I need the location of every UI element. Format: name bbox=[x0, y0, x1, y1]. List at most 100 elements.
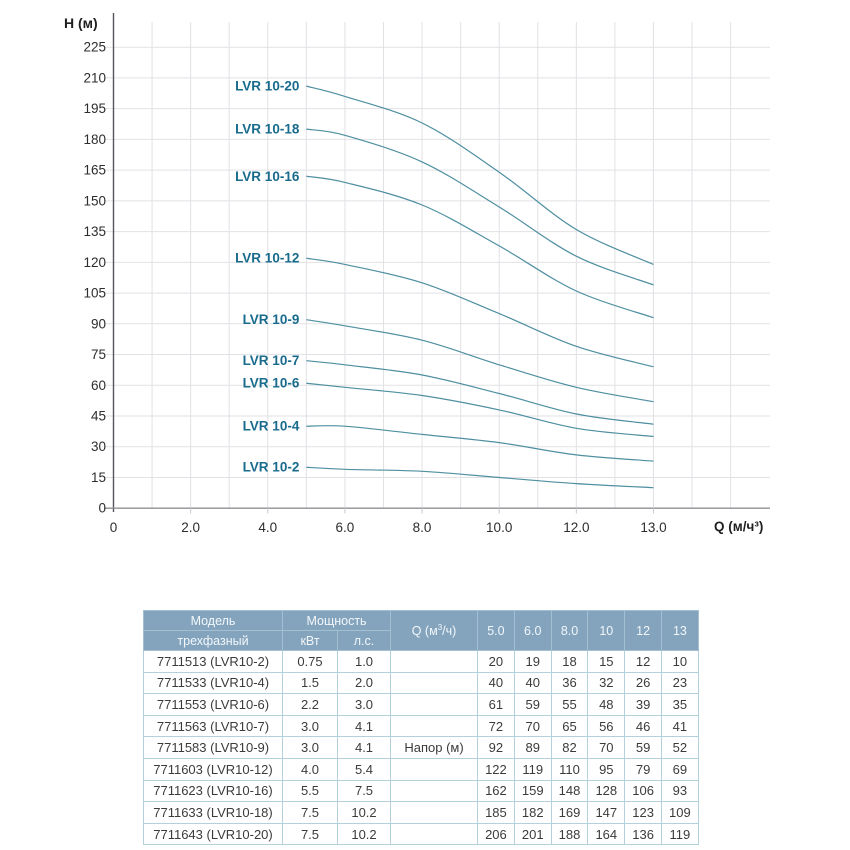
cell-model: 7711603 (LVR10-12) bbox=[143, 757, 283, 781]
cell-head-12: 136 bbox=[624, 822, 662, 846]
table-row: 7711603 (LVR10-12) 4.0 5.4 122 119 110 95 79 69 bbox=[143, 757, 699, 781]
x-axis-title: Q (м/ч³) bbox=[714, 519, 764, 534]
cell-head-8: 188 bbox=[550, 822, 589, 846]
cell-hp: 3.0 bbox=[336, 693, 392, 716]
col-header-phase: трехфазный bbox=[143, 630, 283, 651]
pump-curve bbox=[306, 257, 654, 368]
cell-head-12: 12 bbox=[624, 650, 662, 673]
y-tick-label: 225 bbox=[83, 40, 106, 55]
pump-curve bbox=[306, 319, 654, 403]
cell-kw: 4.0 bbox=[282, 757, 338, 781]
cell-head-6: 40 bbox=[513, 671, 552, 695]
y-tick-label: 105 bbox=[83, 286, 106, 301]
cell-head-6: 70 bbox=[513, 714, 552, 738]
cell-head-13: 93 bbox=[661, 779, 699, 803]
x-tick-label: 13.0 bbox=[640, 520, 666, 535]
cell-head-6: 201 bbox=[513, 822, 552, 846]
cell-head-8: 55 bbox=[550, 693, 589, 716]
cell-model: 7711533 (LVR10-4) bbox=[143, 671, 283, 695]
cell-head-13: 119 bbox=[661, 822, 699, 846]
cell-head-10: 32 bbox=[587, 671, 626, 695]
cell-head-8: 148 bbox=[550, 779, 589, 803]
cell-head-12: 26 bbox=[624, 671, 662, 695]
cell-head-8: 110 bbox=[550, 757, 589, 781]
y-axis-title: H (м) bbox=[64, 15, 98, 31]
cell-model: 7711583 (LVR10-9) bbox=[143, 736, 283, 759]
cell-hp: 2.0 bbox=[336, 671, 392, 695]
x-tick-label: 6.0 bbox=[336, 520, 355, 535]
cell-head-10: 95 bbox=[587, 757, 626, 781]
table-row: 7711643 (LVR10-20) 7.5 10.2 206 201 188 164 136… bbox=[143, 822, 699, 846]
cell-head-13: 35 bbox=[661, 693, 699, 716]
col-header-flow-10: 10 bbox=[587, 610, 626, 651]
cell-head-13: 52 bbox=[661, 736, 699, 759]
y-tick-label: 135 bbox=[83, 224, 106, 239]
cell-head-10: 56 bbox=[587, 714, 626, 738]
superscript-3: 3 bbox=[437, 622, 443, 632]
cell-head-8: 18 bbox=[550, 650, 589, 673]
cell-hp: 10.2 bbox=[336, 801, 392, 824]
x-tick-label: 8.0 bbox=[413, 520, 432, 535]
cell-q-label bbox=[390, 650, 479, 673]
cell-kw: 2.2 bbox=[282, 693, 338, 716]
y-tick-label: 75 bbox=[91, 347, 106, 362]
cell-head-5: 61 bbox=[477, 693, 515, 716]
curve-label: LVR 10-16 bbox=[235, 169, 300, 184]
table-row: 7711513 (LVR10-2) 0.75 1.0 20 19 18 15 12 10 bbox=[143, 650, 699, 673]
col-header-hp: л.с. bbox=[336, 630, 392, 651]
cell-head-13: 23 bbox=[661, 671, 699, 695]
cell-head-5: 185 bbox=[477, 801, 515, 824]
cell-head-12: 59 bbox=[624, 736, 662, 759]
cell-head-8: 65 bbox=[550, 714, 589, 738]
cell-head-6: 19 bbox=[513, 650, 552, 673]
cell-kw: 3.0 bbox=[282, 714, 338, 738]
cell-q-label: Напор (м) bbox=[390, 736, 479, 759]
cell-head-5: 162 bbox=[477, 779, 515, 803]
col-header-flow-q: Q (м3/ч) bbox=[390, 610, 479, 651]
table-row: 7711583 (LVR10-9) 3.0 4.1 Напор (м) 92 89 82 70… bbox=[143, 736, 699, 759]
cell-q-label bbox=[390, 693, 479, 716]
cell-q-label bbox=[390, 801, 479, 824]
col-header-flow-13: 13 bbox=[661, 610, 699, 651]
cell-q-label bbox=[390, 779, 479, 803]
cell-hp: 5.4 bbox=[336, 757, 392, 781]
cell-model: 7711563 (LVR10-7) bbox=[143, 714, 283, 738]
cell-head-10: 15 bbox=[587, 650, 626, 673]
cell-kw: 5.5 bbox=[282, 779, 338, 803]
curve-label: LVR 10-9 bbox=[243, 312, 300, 327]
curve-label: LVR 10-4 bbox=[243, 419, 300, 434]
cell-head-12: 106 bbox=[624, 779, 662, 803]
cell-model: 7711553 (LVR10-6) bbox=[143, 693, 283, 716]
x-tick-label: 12.0 bbox=[563, 520, 589, 535]
cell-head-5: 92 bbox=[477, 736, 515, 759]
y-tick-label: 150 bbox=[83, 193, 106, 208]
col-header-flow-5: 5.0 bbox=[477, 610, 515, 651]
x-tick-label: 10.0 bbox=[486, 520, 512, 535]
cell-hp: 4.1 bbox=[336, 714, 392, 738]
cell-q-label bbox=[390, 757, 479, 781]
cell-head-5: 206 bbox=[477, 822, 515, 846]
pump-curves-chart: 0 15 30 45 60 75 90 105 120 135 150 165 180 195 210 225… bbox=[64, 13, 770, 535]
cell-kw: 0.75 bbox=[282, 650, 338, 673]
cell-kw: 3.0 bbox=[282, 736, 338, 759]
cell-head-5: 72 bbox=[477, 714, 515, 738]
cell-hp: 10.2 bbox=[336, 822, 392, 846]
table-row: 7711633 (LVR10-18) 7.5 10.2 185 182 169 147 123… bbox=[143, 801, 699, 824]
table-row: 7711563 (LVR10-7) 3.0 4.1 72 70 65 56 46 41 bbox=[143, 714, 699, 738]
cell-head-10: 164 bbox=[587, 822, 626, 846]
y-tick-label: 15 bbox=[91, 470, 106, 485]
cell-head-12: 79 bbox=[624, 757, 662, 781]
y-tick-label: 195 bbox=[83, 101, 106, 116]
cell-head-10: 70 bbox=[587, 736, 626, 759]
chart-canvas: 0 15 30 45 60 75 90 105 120 135 150 165 180 195 210 225… bbox=[83, 13, 770, 535]
y-tick-label: 90 bbox=[91, 316, 106, 331]
col-header-power: Мощность bbox=[281, 610, 392, 631]
x-tick-label: 0 bbox=[110, 520, 118, 535]
curve-label: LVR 10-20 bbox=[235, 79, 299, 94]
cell-head-12: 46 bbox=[624, 714, 662, 738]
pump-curve bbox=[306, 175, 654, 319]
cell-head-10: 147 bbox=[587, 801, 626, 824]
pump-curve bbox=[306, 360, 654, 425]
cell-head-5: 40 bbox=[477, 671, 515, 695]
cell-head-13: 109 bbox=[661, 801, 699, 824]
